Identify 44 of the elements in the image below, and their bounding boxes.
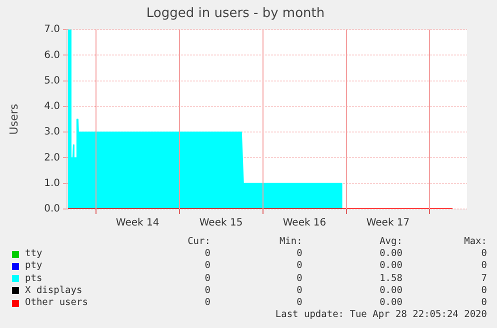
text: 0 (480, 260, 487, 273)
text: 1.58 (378, 272, 402, 285)
chart-title: Logged in users - by month (146, 6, 325, 22)
y-tick-label: 0.0 (44, 204, 60, 215)
y-tick-label: 5.0 (44, 75, 60, 86)
text: 0 (480, 296, 487, 310)
text: 0 (204, 296, 210, 310)
text: 0 (296, 284, 302, 297)
legend-label: pts (25, 272, 42, 285)
text: 0 (296, 272, 302, 285)
x-tick-label: Week 14 (116, 218, 160, 229)
legend-label: pty (25, 260, 42, 273)
text: Last update: Tue Apr 28 22:05:24 2020 (274, 309, 487, 320)
text: 0 (296, 260, 302, 273)
text: 0 (296, 296, 302, 310)
y-tick-label: 7.0 (44, 24, 60, 36)
text: 0.00 (378, 296, 402, 310)
y-tick-label: 1.0 (44, 178, 60, 189)
legend-label: Other users (25, 296, 88, 310)
text: Avg: (378, 236, 402, 248)
text: 0.00 (378, 248, 402, 260)
text: 0 (204, 284, 210, 297)
y-tick-label: 6.0 (44, 50, 60, 61)
text: 7 (480, 272, 487, 285)
x-tick-label: Week 16 (282, 218, 326, 229)
text: 0 (480, 284, 487, 297)
legend-label: tty (25, 248, 42, 260)
y-tick-label: 3.0 (44, 126, 60, 138)
text: 0 (204, 272, 210, 285)
x-tick-label: Week 15 (199, 218, 243, 229)
x-tick-label: Week 17 (366, 218, 410, 229)
text: Min: (278, 236, 302, 248)
text: Max: (463, 236, 487, 248)
y-tick-label: 2.0 (44, 152, 60, 164)
text: 0 (204, 260, 210, 273)
text: 0 (480, 248, 487, 260)
y-axis-title: Users (7, 104, 20, 135)
text: 0 (204, 248, 210, 260)
text: Cur: (186, 236, 210, 248)
text: 0.00 (378, 284, 402, 297)
legend-label: X displays (25, 284, 82, 297)
y-tick-label: 4.0 (44, 101, 60, 112)
text: 0 (296, 248, 302, 260)
text: 0.00 (378, 260, 402, 273)
